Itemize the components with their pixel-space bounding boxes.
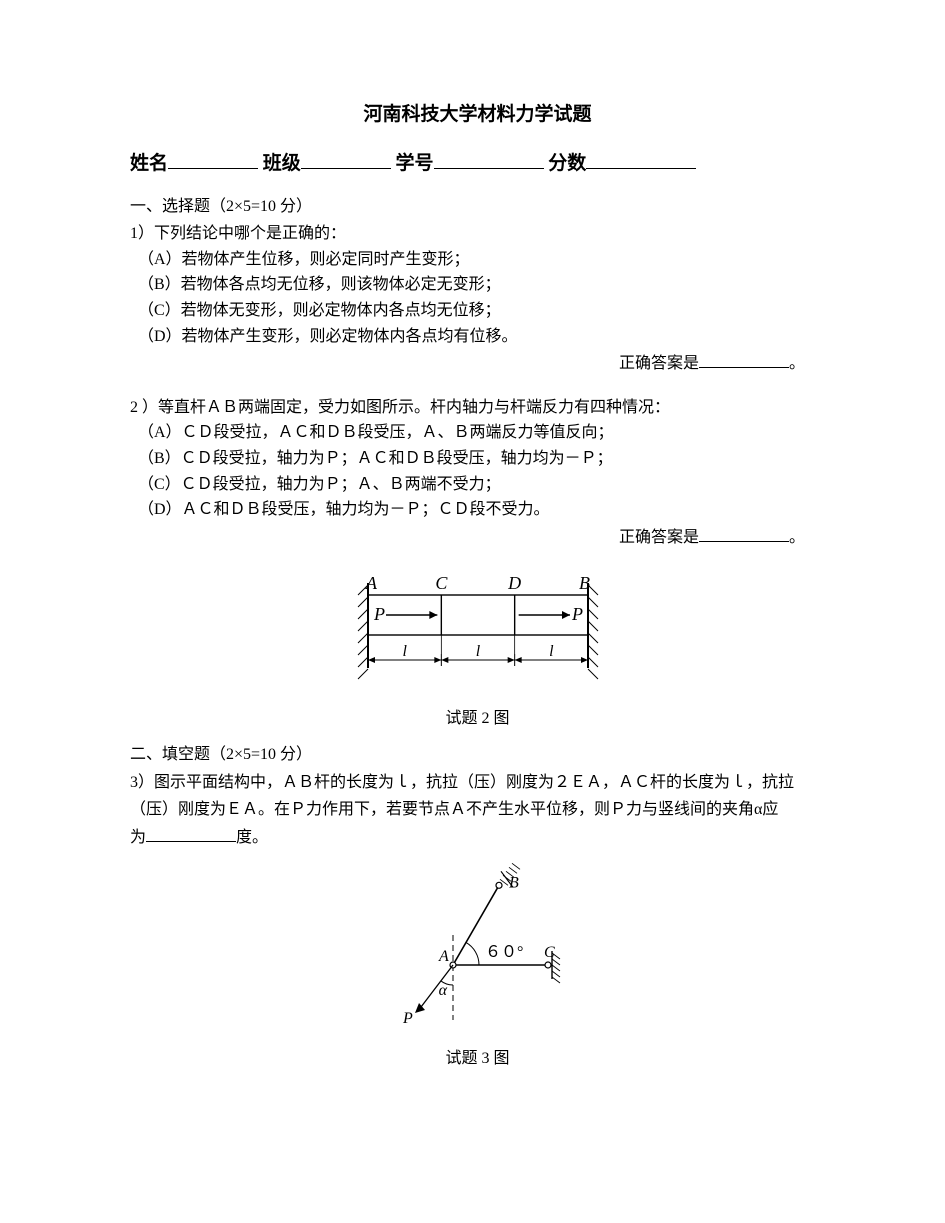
q2-optD: （D）ＡＣ和ＤＢ段受压，轴力均为－Ｐ；ＣＤ段不受力。 xyxy=(130,497,825,523)
svg-text:P: P xyxy=(373,604,385,624)
svg-text:P: P xyxy=(402,1010,413,1027)
q1-stem: 1）下列结论中哪个是正确的： xyxy=(130,221,825,247)
figure-2-caption: 试题 2 图 xyxy=(130,706,825,732)
figure-3-svg: ６０° αA B C P xyxy=(368,860,588,1040)
q3-line3: 为 度。 xyxy=(130,825,825,851)
svg-text:６０°: ６０° xyxy=(485,944,523,961)
q2-answer-blank[interactable] xyxy=(699,526,789,542)
q1-answer-label: 正确答案是 xyxy=(619,355,699,372)
svg-text:B: B xyxy=(579,573,590,593)
q2-answer-label: 正确答案是 xyxy=(619,529,699,546)
q1-optD: （D）若物体产生变形，则必定物体内各点均有位移。 xyxy=(130,324,825,350)
svg-text:C: C xyxy=(435,573,448,593)
q2-optB: （B）ＣＤ段受拉，轴力为Ｐ；ＡＣ和ＤＢ段受压，轴力均为－Ｐ； xyxy=(130,446,825,472)
svg-text:A: A xyxy=(365,573,378,593)
id-label: 学号 xyxy=(396,153,434,174)
svg-text:l: l xyxy=(549,643,554,660)
svg-text:C: C xyxy=(544,944,555,961)
svg-text:B: B xyxy=(509,875,519,892)
q2-answer-tail: 。 xyxy=(789,529,805,546)
class-label: 班级 xyxy=(263,153,301,174)
svg-text:l: l xyxy=(475,643,480,660)
name-label: 姓名 xyxy=(130,153,168,174)
q1-optA: （A）若物体产生位移，则必定同时产生变形； xyxy=(130,247,825,273)
figure-2-svg: PPABCDlll xyxy=(328,560,628,700)
svg-text:P: P xyxy=(571,604,583,624)
q1-answer-line: 正确答案是 。 xyxy=(130,351,825,377)
q3-line1: 3）图示平面结构中，ＡＢ杆的长度为ｌ，抗拉（压）刚度为２ＥＡ，ＡＣ杆的长度为ｌ，… xyxy=(130,770,825,796)
figure-2: PPABCDlll xyxy=(130,560,825,700)
student-info-line: 姓名 班级 学号 分数 xyxy=(130,148,825,179)
score-label: 分数 xyxy=(548,153,586,174)
q1-optB: （B）若物体各点均无位移，则该物体必定无变形； xyxy=(130,272,825,298)
q1-answer-blank[interactable] xyxy=(699,352,789,368)
q1-optC: （C）若物体无变形，则必定物体内各点均无位移； xyxy=(130,298,825,324)
q2-optA: （A）ＣＤ段受拉，ＡＣ和ＤＢ段受压，Ａ、Ｂ两端反力等值反向； xyxy=(130,420,825,446)
section2-heading: 二、填空题（2×5=10 分） xyxy=(130,742,825,768)
section1-heading: 一、选择题（2×5=10 分） xyxy=(130,194,825,220)
q3-line3-pre: 为 xyxy=(130,829,146,846)
class-blank[interactable] xyxy=(301,148,391,169)
svg-text:α: α xyxy=(438,982,447,999)
score-blank[interactable] xyxy=(586,148,696,169)
id-blank[interactable] xyxy=(434,148,544,169)
name-blank[interactable] xyxy=(168,148,258,169)
q2-stem: 2 ）等直杆ＡＢ两端固定，受力如图所示。杆内轴力与杆端反力有四种情况： xyxy=(130,395,825,421)
q2-answer-line: 正确答案是 。 xyxy=(130,525,825,551)
q2-optC: （C）ＣＤ段受拉，轴力为Ｐ；Ａ、Ｂ两端不受力； xyxy=(130,472,825,498)
q3-blank[interactable] xyxy=(146,826,236,842)
q3-line2: （压）刚度为ＥＡ。在Ｐ力作用下，若要节点Ａ不产生水平位移，则Ｐ力与竖线间的夹角α… xyxy=(130,797,825,823)
svg-text:D: D xyxy=(507,573,521,593)
svg-text:A: A xyxy=(438,948,449,965)
figure-3-caption: 试题 3 图 xyxy=(130,1046,825,1072)
figure-3: ６０° αA B C P xyxy=(130,860,825,1040)
q3-line3-post: 度。 xyxy=(236,829,268,846)
q1-answer-tail: 。 xyxy=(789,355,805,372)
page-title: 河南科技大学材料力学试题 xyxy=(130,100,825,130)
svg-text:l: l xyxy=(402,643,407,660)
